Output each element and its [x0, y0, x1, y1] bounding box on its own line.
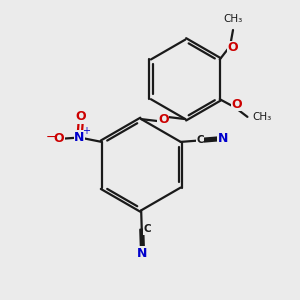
Text: CH₃: CH₃ — [224, 14, 243, 23]
Text: CH₃: CH₃ — [253, 112, 272, 122]
Text: O: O — [54, 133, 64, 146]
Text: O: O — [76, 110, 86, 123]
Text: N: N — [137, 247, 148, 260]
Text: N: N — [218, 133, 228, 146]
Text: −: − — [46, 131, 56, 144]
Text: O: O — [158, 112, 169, 126]
Text: O: O — [231, 98, 242, 111]
Text: O: O — [228, 41, 238, 54]
Text: N: N — [74, 131, 85, 144]
Text: C: C — [196, 135, 204, 146]
Text: +: + — [82, 126, 90, 136]
Text: C: C — [143, 224, 151, 235]
